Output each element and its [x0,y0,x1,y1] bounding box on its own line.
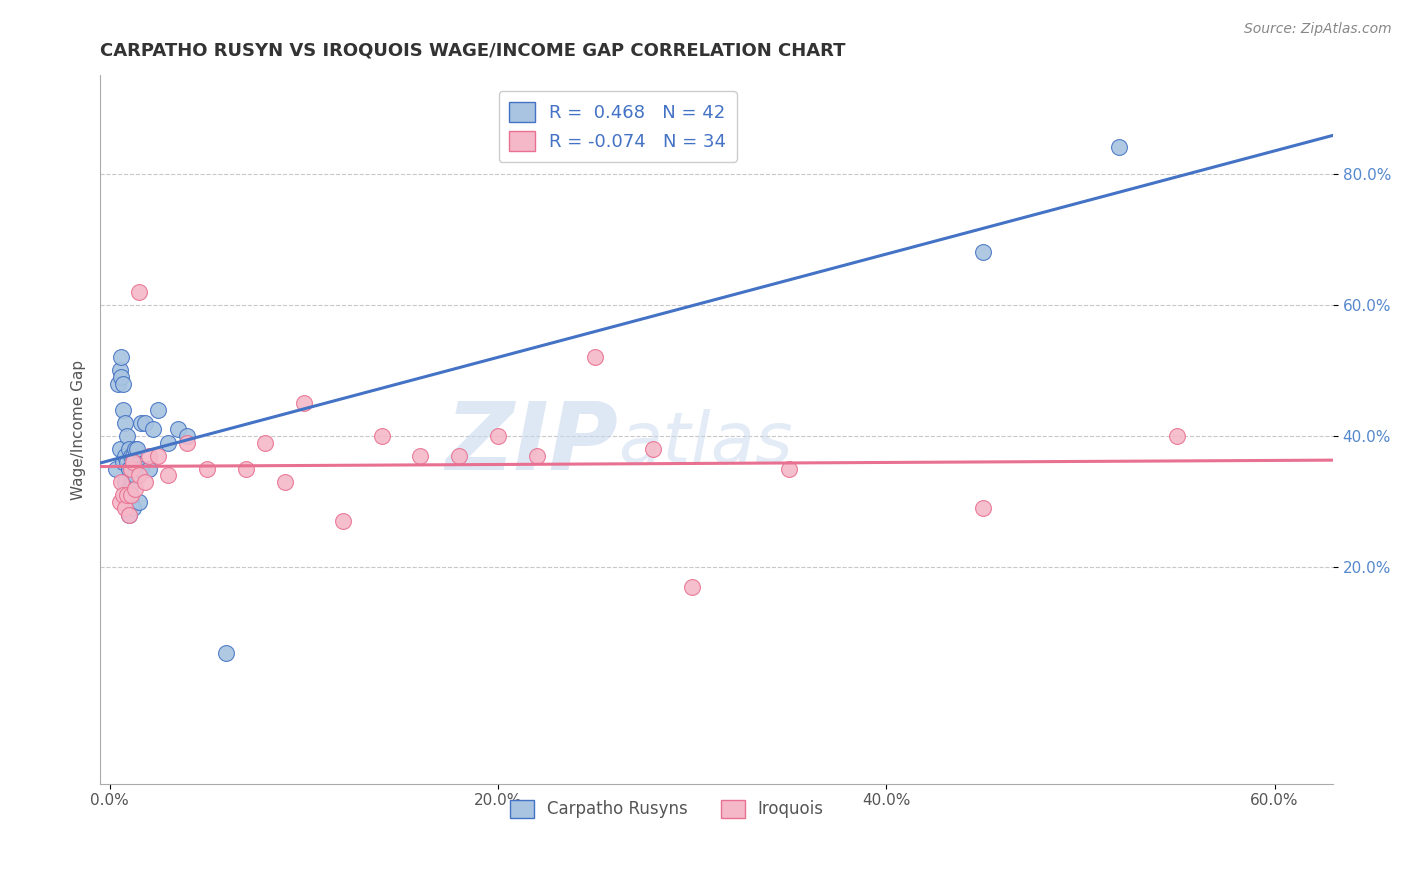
Text: atlas: atlas [617,409,793,478]
Point [118,482,141,496]
Point [778,462,800,476]
Point [114,449,136,463]
Text: ZIP: ZIP [444,398,617,490]
Point [235,462,257,476]
Point [972,501,994,516]
Point [112,376,135,391]
Point [107,376,129,391]
Point [117,488,139,502]
Point [120,462,142,476]
Point [134,475,156,489]
Point [138,462,160,476]
Point [148,449,170,463]
Point [215,646,238,660]
Point [195,462,218,476]
Point [125,442,148,457]
Point [104,462,127,476]
Point [1108,140,1130,154]
Point [112,402,135,417]
Legend: Carpatho Rusyns, Iroquois: Carpatho Rusyns, Iroquois [503,793,831,825]
Point [120,449,142,463]
Point [129,416,152,430]
Text: CARPATHO RUSYN VS IROQUOIS WAGE/INCOME GAP CORRELATION CHART: CARPATHO RUSYN VS IROQUOIS WAGE/INCOME G… [100,42,845,60]
Point [110,370,132,384]
Point [114,416,136,430]
Point [526,449,548,463]
Point [118,508,141,522]
Point [112,488,135,502]
Point [141,422,163,436]
Point [122,475,145,489]
Point [332,514,354,528]
Point [120,488,142,502]
Point [110,475,132,489]
Point [972,245,994,260]
Point [486,429,509,443]
Point [1166,429,1188,443]
Point [449,449,471,463]
Point [176,435,198,450]
Point [108,442,131,457]
Point [409,449,432,463]
Point [114,475,136,489]
Point [643,442,665,457]
Point [124,442,146,457]
Point [128,468,150,483]
Point [122,501,145,516]
Point [122,455,145,469]
Point [124,482,146,496]
Point [112,455,135,469]
Point [370,429,392,443]
Point [118,442,141,457]
Point [117,429,139,443]
Point [134,416,156,430]
Point [157,435,180,450]
Point [122,449,145,463]
Point [120,494,142,508]
Y-axis label: Wage/Income Gap: Wage/Income Gap [72,359,86,500]
Point [129,462,152,476]
Point [148,402,170,417]
Point [108,494,131,508]
Point [176,429,198,443]
Point [254,435,277,450]
Point [273,475,295,489]
Point [118,508,141,522]
Point [292,396,315,410]
Point [128,494,150,508]
Point [138,449,160,463]
Point [110,351,132,365]
Point [114,501,136,516]
Point [128,462,150,476]
Point [120,475,142,489]
Point [681,580,703,594]
Point [117,455,139,469]
Text: Source: ZipAtlas.com: Source: ZipAtlas.com [1244,22,1392,37]
Point [157,468,180,483]
Point [124,468,146,483]
Point [128,285,150,299]
Point [118,462,141,476]
Point [108,363,131,377]
Point [166,422,188,436]
Point [117,488,139,502]
Point [583,351,606,365]
